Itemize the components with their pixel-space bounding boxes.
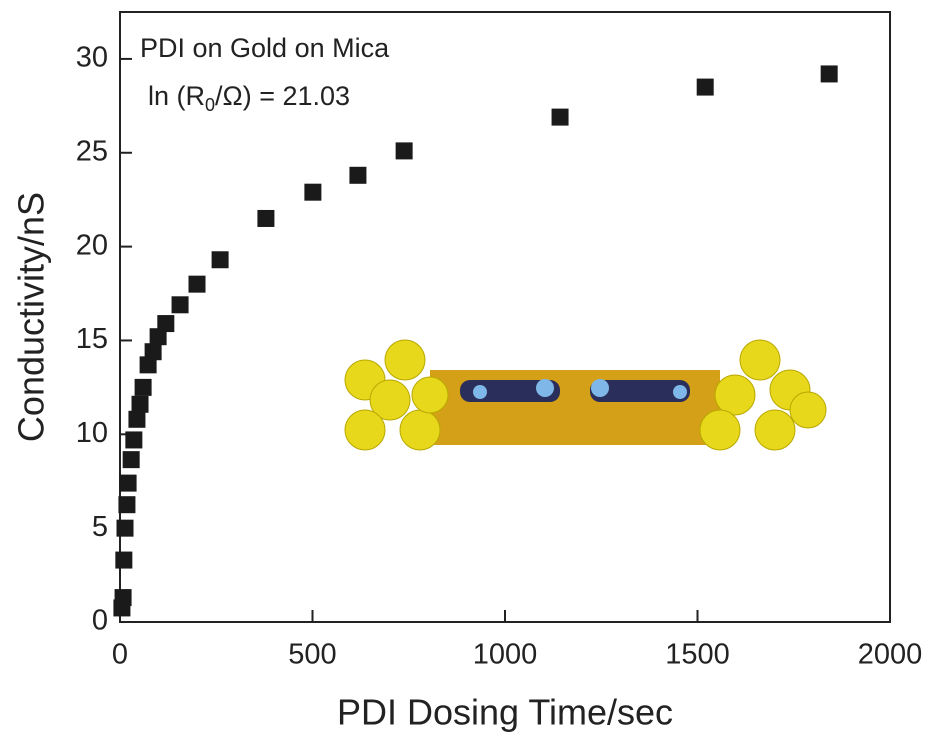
data-point	[134, 378, 152, 396]
data-point	[211, 251, 229, 269]
data-point	[349, 166, 367, 184]
y-tick-label: 15	[76, 323, 108, 355]
data-point	[116, 519, 134, 537]
annotation: PDI on Gold on Mica	[140, 33, 390, 63]
data-point	[149, 328, 167, 346]
data-point	[131, 395, 149, 413]
data-point	[696, 78, 714, 96]
x-axis-label: PDI Dosing Time/sec	[337, 692, 673, 733]
y-tick-label: 20	[76, 229, 108, 261]
y-tick-label: 25	[76, 135, 108, 167]
data-point	[395, 142, 413, 160]
data-point	[551, 108, 569, 126]
y-tick-label: 5	[92, 511, 108, 543]
data-point	[171, 296, 189, 314]
data-point	[114, 589, 132, 607]
x-tick-label: 500	[288, 639, 336, 671]
annotation-part: ln (R	[148, 81, 205, 111]
y-tick-label: 0	[92, 605, 108, 637]
annotation-subscript: 0	[205, 95, 215, 115]
data-point	[122, 451, 140, 469]
x-tick-label: 1500	[665, 639, 730, 671]
molecule-illustration	[344, 339, 827, 451]
x-tick-label: 0	[112, 639, 128, 671]
y-tick-label: 30	[76, 42, 108, 74]
x-tick-label: 1000	[473, 639, 538, 671]
data-point	[820, 65, 838, 83]
data-point	[144, 343, 162, 361]
annotation-part: /Ω) = 21.03	[215, 81, 350, 111]
data-point	[119, 474, 137, 492]
data-point	[125, 431, 143, 449]
data-point	[257, 209, 275, 227]
annotation: ln (R0/Ω) = 21.03	[148, 81, 350, 115]
x-tick-label: 2000	[858, 639, 923, 671]
data-point	[188, 275, 206, 293]
data-point	[128, 410, 146, 428]
y-tick-label: 10	[76, 417, 108, 449]
data-point	[139, 356, 157, 374]
data-point	[118, 496, 136, 514]
y-axis-label: Conductivity/nS	[11, 192, 52, 442]
data-point	[115, 551, 133, 569]
data-point	[157, 315, 175, 333]
data-point	[304, 183, 322, 201]
